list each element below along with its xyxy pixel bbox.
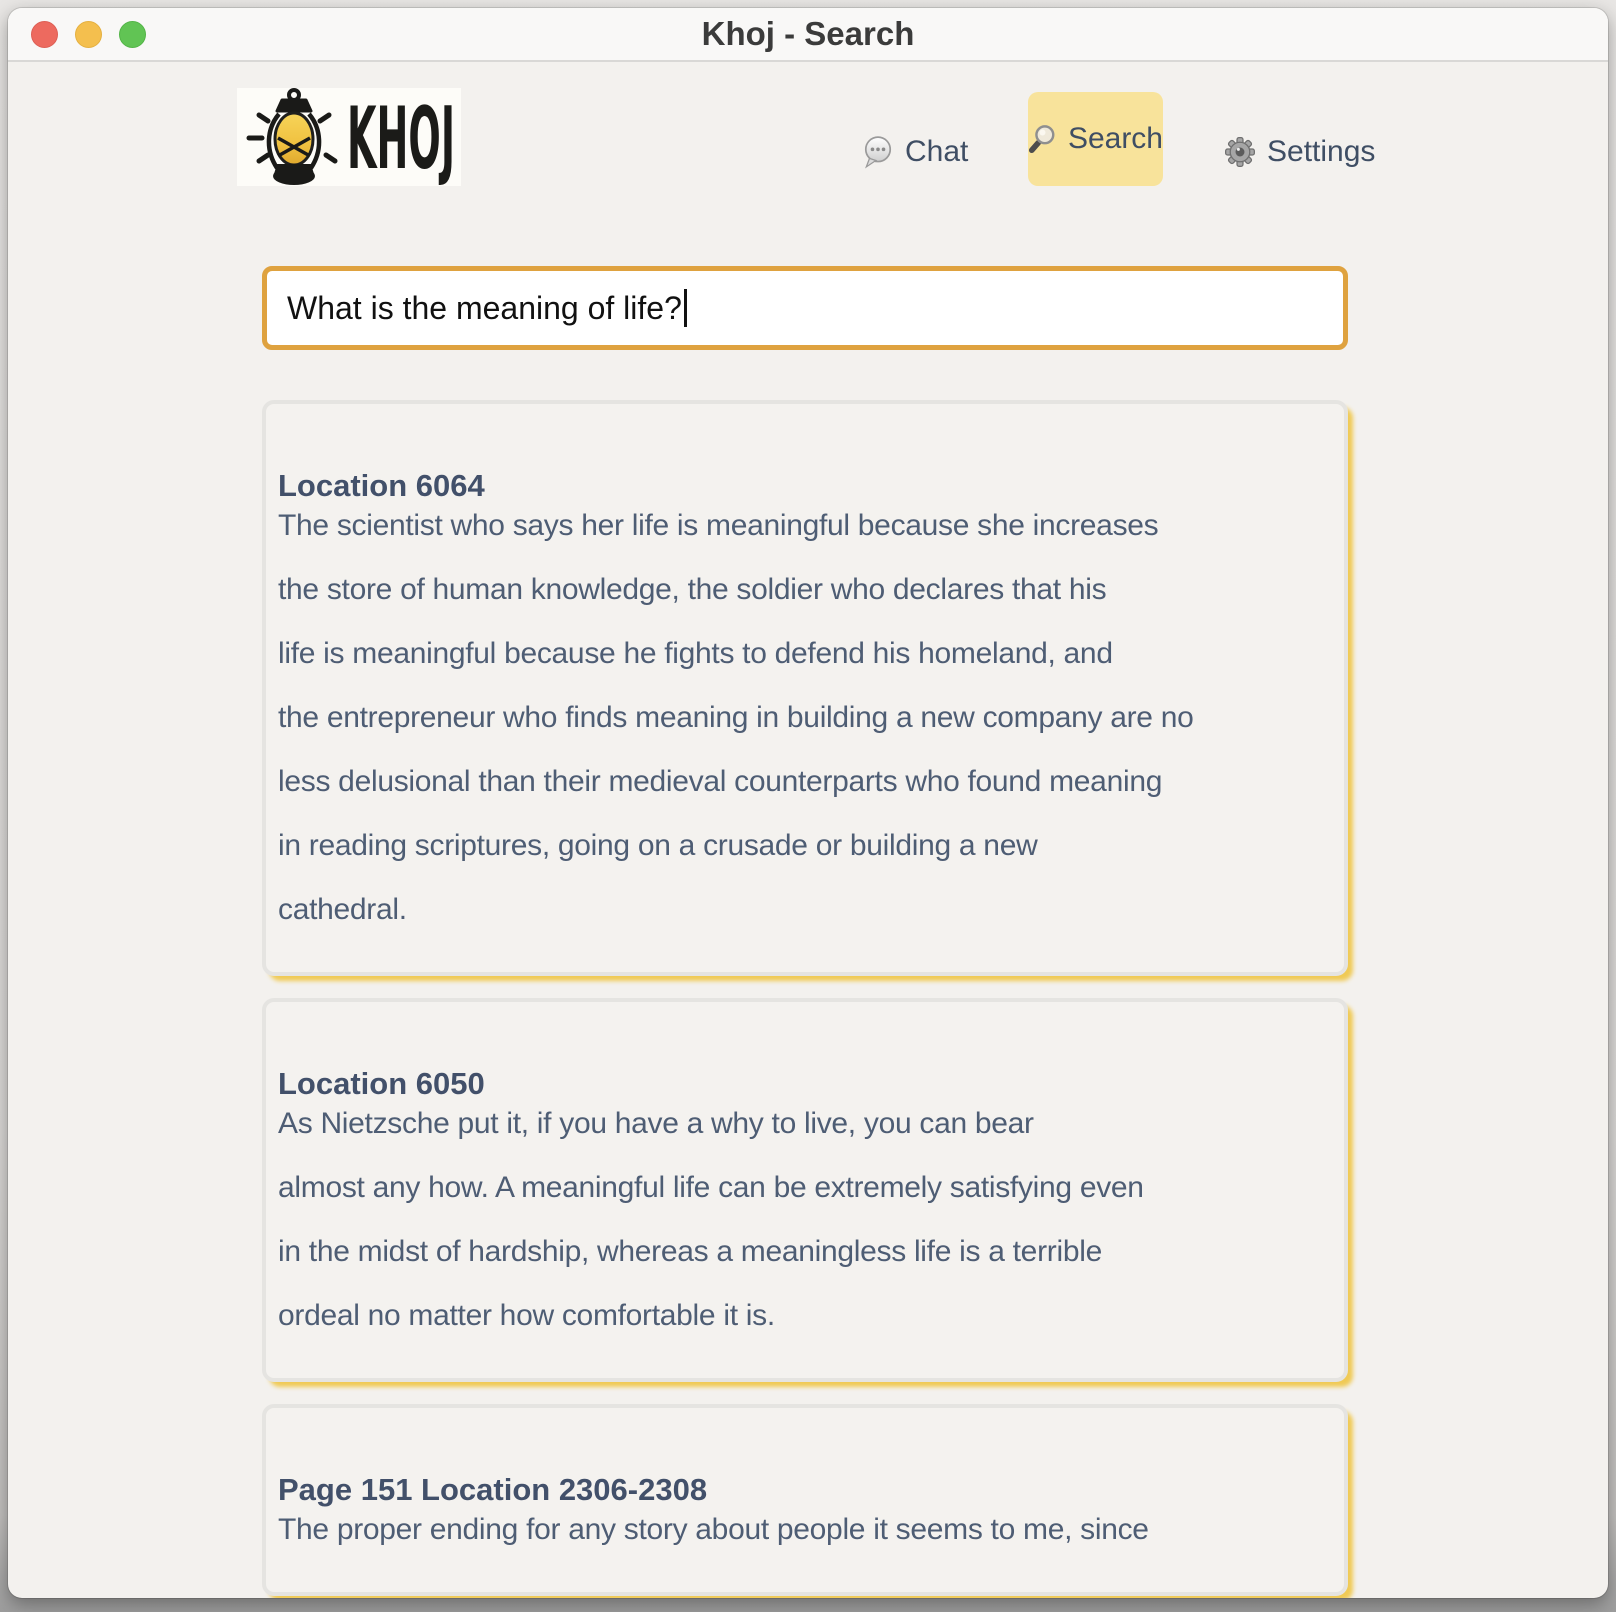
brand-text: KHOJ xyxy=(347,89,455,186)
result-line: cathedral. xyxy=(278,893,407,926)
result-card: Location 6064 The scientist who says her… xyxy=(262,400,1348,976)
result-line: the entrepreneur who finds meaning in bu… xyxy=(278,701,1194,734)
result-line: The scientist who says her life is meani… xyxy=(278,509,1159,542)
result-line: The proper ending for any story about pe… xyxy=(278,1513,1149,1546)
result-line: life is meaningful because he fights to … xyxy=(278,637,1113,670)
result-title: Location 6064 xyxy=(278,468,485,503)
app-window: Khoj - Search xyxy=(8,8,1608,1598)
result-line: the store of human knowledge, the soldie… xyxy=(278,573,1107,606)
result-line: ordeal no matter how comfortable it is. xyxy=(278,1299,775,1332)
result-line: in the midst of hardship, whereas a mean… xyxy=(278,1235,1102,1268)
nav-settings[interactable]: Settings xyxy=(1223,124,1375,180)
maximize-button[interactable] xyxy=(119,21,146,48)
search-query-text: What is the meaning of life? xyxy=(287,289,682,326)
titlebar: Khoj - Search xyxy=(8,8,1608,62)
nav-chat[interactable]: Chat xyxy=(861,124,968,180)
result-title: Page 151 Location 2306-2308 xyxy=(278,1472,708,1507)
result-line: almost any how. A meaningful life can be… xyxy=(278,1171,1144,1204)
text-caret xyxy=(683,289,687,327)
result-line: less delusional than their medieval coun… xyxy=(278,765,1163,798)
lantern-icon: KHOJ xyxy=(246,88,455,189)
nav-settings-label: Settings xyxy=(1267,135,1376,168)
result-body: The scientist who says her life is meani… xyxy=(278,508,1314,928)
search-icon xyxy=(1028,125,1055,154)
gear-icon xyxy=(1225,137,1255,167)
results-list: Location 6064 The scientist who says her… xyxy=(262,400,1348,1598)
nav-chat-label: Chat xyxy=(905,135,969,168)
close-button[interactable] xyxy=(31,21,58,48)
result-card: Location 6050 As Nietzsche put it, if yo… xyxy=(262,998,1348,1382)
result-line: in reading scriptures, going on a crusad… xyxy=(278,829,1038,862)
nav-search-label: Search xyxy=(1067,122,1163,155)
result-line: As Nietzsche put it, if you have a why t… xyxy=(278,1107,1034,1140)
search-input[interactable]: What is the meaning of life? xyxy=(262,266,1348,350)
khoj-logo: KHOJ xyxy=(237,88,461,189)
result-body: As Nietzsche put it, if you have a why t… xyxy=(278,1106,1314,1334)
result-card: Page 151 Location 2306-2308 The proper e… xyxy=(262,1404,1348,1596)
window-controls xyxy=(31,21,146,48)
nav-search[interactable]: Search xyxy=(1028,92,1163,186)
minimize-button[interactable] xyxy=(75,21,102,48)
result-body: The proper ending for any story about pe… xyxy=(278,1512,1314,1548)
chat-icon xyxy=(864,136,892,169)
result-title: Location 6050 xyxy=(278,1066,485,1101)
window-title: Khoj - Search xyxy=(701,15,915,52)
